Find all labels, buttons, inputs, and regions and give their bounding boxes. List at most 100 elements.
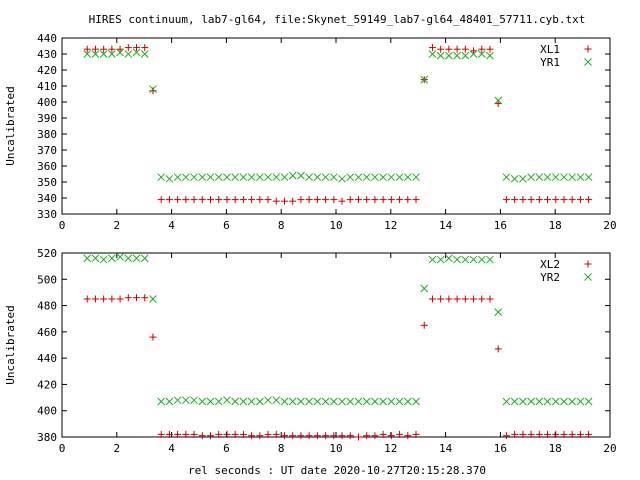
legend-label: XL1 xyxy=(540,43,560,56)
legend-marker xyxy=(584,260,592,268)
data-point xyxy=(478,295,486,303)
data-point xyxy=(330,196,338,204)
data-point xyxy=(272,430,280,438)
data-point xyxy=(173,396,182,405)
data-point xyxy=(280,397,289,406)
data-point xyxy=(568,397,577,406)
data-point xyxy=(255,397,264,406)
data-point xyxy=(395,397,404,406)
data-point xyxy=(510,397,519,406)
data-point xyxy=(182,196,190,204)
data-point xyxy=(511,430,519,438)
data-point xyxy=(461,295,469,303)
y-tick-label: 330 xyxy=(37,208,57,221)
y-axis-title: Uncalibrated xyxy=(4,305,17,384)
data-point xyxy=(305,196,313,204)
y-tick-label: 400 xyxy=(37,405,57,418)
data-point xyxy=(461,51,470,60)
data-point xyxy=(403,173,412,182)
data-point xyxy=(486,51,494,60)
data-point xyxy=(453,45,461,53)
data-point xyxy=(182,430,190,438)
top-panel: 0 2 4 6 8 10 12 14 16 18 20 330 340 350 360 370 380 390 40… xyxy=(4,32,617,232)
data-point xyxy=(248,432,256,440)
data-point xyxy=(437,295,445,303)
data-point xyxy=(379,397,387,406)
data-point xyxy=(141,294,149,302)
data-point xyxy=(198,196,206,204)
data-point xyxy=(133,294,141,302)
data-point xyxy=(576,397,585,406)
data-point xyxy=(223,196,231,204)
data-point xyxy=(477,255,486,264)
data-point xyxy=(461,45,469,53)
data-point xyxy=(354,433,362,441)
legend-label: XL2 xyxy=(540,258,560,271)
data-point xyxy=(420,284,429,293)
data-point xyxy=(157,173,166,182)
y-tick-label: 370 xyxy=(37,144,57,157)
data-point xyxy=(362,397,371,406)
data-point xyxy=(239,173,248,182)
data-point xyxy=(288,397,297,406)
data-point xyxy=(412,397,420,406)
data-point xyxy=(108,254,116,263)
data-point xyxy=(379,196,387,204)
data-point xyxy=(535,397,544,406)
data-point xyxy=(329,173,338,182)
data-point xyxy=(190,430,198,438)
data-point xyxy=(116,45,124,53)
data-point xyxy=(149,87,157,95)
data-point xyxy=(396,430,404,438)
data-point xyxy=(412,196,420,204)
data-point xyxy=(338,174,346,183)
x-tick-label: 14 xyxy=(439,219,453,232)
data-point xyxy=(502,397,511,406)
data-point xyxy=(519,397,527,406)
data-point xyxy=(288,171,297,180)
data-point xyxy=(255,173,264,182)
x-tick-label: 2 xyxy=(113,219,120,232)
data-point xyxy=(329,397,338,406)
data-point xyxy=(198,173,207,182)
data-point xyxy=(231,430,239,438)
data-point xyxy=(527,397,535,406)
data-point xyxy=(165,430,173,438)
legend-marker xyxy=(584,273,592,281)
data-point xyxy=(403,397,412,406)
data-point xyxy=(354,397,363,406)
data-point xyxy=(428,44,436,52)
data-point xyxy=(404,196,412,204)
chart-title: HIRES continuum, lab7-gl64, file:Skynet_… xyxy=(89,13,586,26)
data-point xyxy=(576,196,584,204)
data-point xyxy=(519,174,527,183)
data-point xyxy=(585,430,593,438)
y-tick-label: 440 xyxy=(37,32,57,45)
data-point xyxy=(502,196,510,204)
data-point xyxy=(198,432,206,440)
x-axis-title: rel seconds : UT date 2020-10-27T20:15:2… xyxy=(188,464,486,477)
data-point xyxy=(91,45,99,53)
data-point xyxy=(576,430,584,438)
bottom-panel: 0 2 4 6 8 10 12 14 16 18 20 380 400 420 440 460 480 500 52… xyxy=(4,247,617,455)
data-point xyxy=(396,196,404,204)
data-point xyxy=(297,397,305,406)
data-point xyxy=(560,430,568,438)
data-point xyxy=(510,174,519,183)
data-point xyxy=(248,196,256,204)
data-point xyxy=(551,173,560,182)
data-point xyxy=(470,47,478,55)
x-tick-label: 16 xyxy=(494,442,507,455)
data-point xyxy=(91,295,99,303)
data-point xyxy=(239,430,247,438)
data-point xyxy=(494,345,502,353)
data-point xyxy=(280,197,288,205)
data-point xyxy=(214,173,223,182)
x-tick-label: 10 xyxy=(329,442,342,455)
data-point xyxy=(141,44,149,52)
data-point xyxy=(99,50,108,58)
legend-label: YR2 xyxy=(540,271,560,284)
data-point xyxy=(470,295,478,303)
data-point xyxy=(346,196,354,204)
data-point xyxy=(535,430,543,438)
